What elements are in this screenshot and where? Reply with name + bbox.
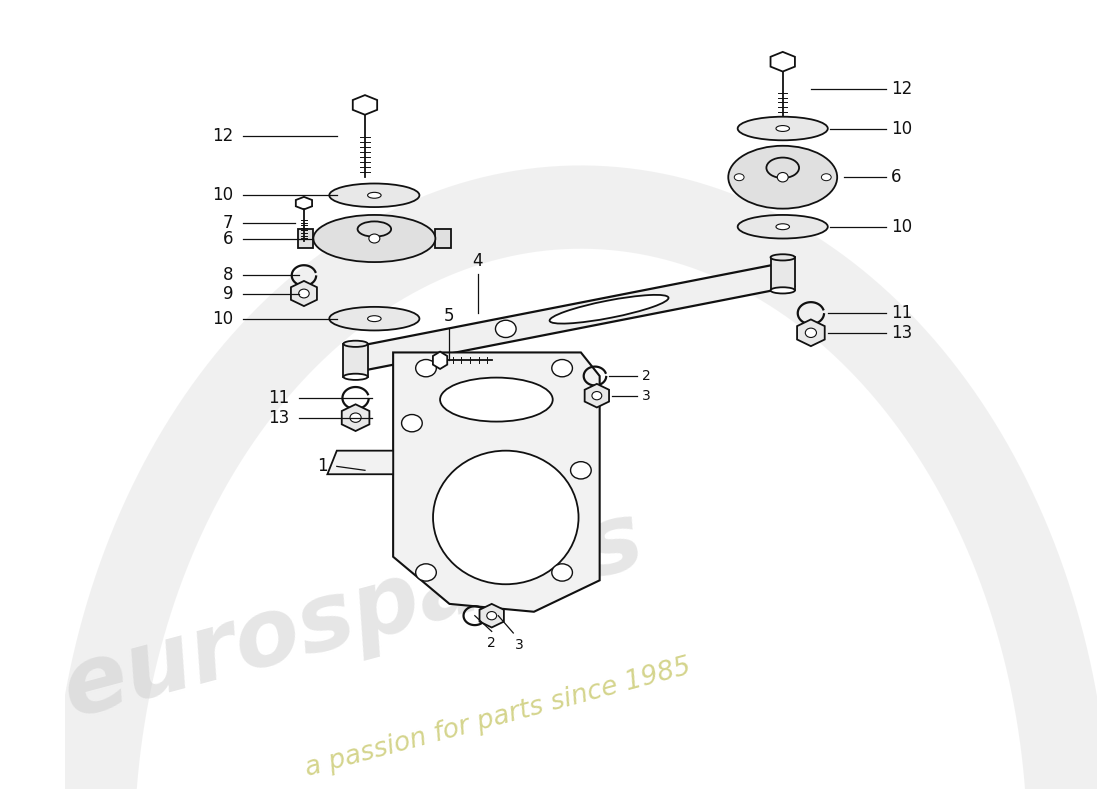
Ellipse shape (416, 359, 437, 377)
Ellipse shape (367, 316, 381, 322)
Text: 3: 3 (642, 389, 651, 402)
Polygon shape (798, 319, 825, 346)
Ellipse shape (329, 183, 419, 207)
Ellipse shape (367, 192, 381, 198)
Text: 7: 7 (223, 214, 233, 232)
Polygon shape (436, 229, 451, 248)
Text: 2: 2 (642, 369, 651, 383)
Text: eurospares: eurospares (53, 494, 654, 738)
Ellipse shape (329, 307, 419, 330)
Text: 8: 8 (223, 266, 233, 285)
Text: 2: 2 (487, 636, 496, 650)
Ellipse shape (314, 215, 436, 262)
Ellipse shape (770, 287, 795, 294)
Polygon shape (343, 344, 367, 377)
Ellipse shape (738, 215, 828, 238)
Ellipse shape (822, 174, 832, 181)
Text: 10: 10 (891, 218, 912, 236)
Text: 12: 12 (891, 80, 912, 98)
Polygon shape (342, 404, 370, 431)
Ellipse shape (358, 222, 392, 237)
Text: 10: 10 (891, 119, 912, 138)
Polygon shape (585, 384, 609, 407)
Ellipse shape (552, 359, 572, 377)
Polygon shape (328, 450, 393, 474)
Text: 5: 5 (444, 307, 454, 325)
Ellipse shape (776, 126, 790, 131)
Text: 1: 1 (317, 458, 328, 475)
Polygon shape (353, 95, 377, 114)
Ellipse shape (487, 611, 496, 620)
Ellipse shape (776, 224, 790, 230)
Text: 13: 13 (268, 409, 290, 426)
Ellipse shape (552, 564, 572, 581)
Polygon shape (770, 258, 795, 290)
Ellipse shape (440, 378, 552, 422)
Polygon shape (770, 52, 795, 71)
Ellipse shape (343, 374, 367, 380)
Ellipse shape (592, 391, 602, 400)
Text: 11: 11 (891, 304, 912, 322)
Ellipse shape (402, 414, 422, 432)
Ellipse shape (767, 158, 799, 178)
Polygon shape (480, 604, 504, 627)
Polygon shape (298, 229, 314, 248)
Ellipse shape (728, 146, 837, 209)
Ellipse shape (433, 450, 579, 584)
Text: 9: 9 (223, 285, 233, 302)
Ellipse shape (368, 234, 379, 243)
Polygon shape (290, 281, 317, 306)
Polygon shape (433, 352, 448, 369)
Text: 4: 4 (472, 252, 483, 270)
Polygon shape (296, 197, 312, 210)
Polygon shape (393, 353, 600, 612)
Ellipse shape (571, 462, 591, 479)
Ellipse shape (550, 295, 669, 323)
Ellipse shape (735, 174, 744, 181)
Text: a passion for parts since 1985: a passion for parts since 1985 (302, 654, 694, 782)
Text: 13: 13 (891, 324, 912, 342)
Ellipse shape (495, 320, 516, 338)
Text: 3: 3 (515, 638, 524, 652)
Ellipse shape (778, 173, 789, 182)
Ellipse shape (350, 413, 361, 422)
Text: 6: 6 (223, 230, 233, 247)
Ellipse shape (770, 254, 795, 261)
Text: 11: 11 (268, 389, 290, 407)
Ellipse shape (343, 341, 367, 347)
Ellipse shape (805, 328, 816, 338)
Ellipse shape (738, 117, 828, 140)
Text: 10: 10 (212, 310, 233, 328)
Text: 10: 10 (212, 186, 233, 204)
Text: 12: 12 (212, 127, 233, 146)
Text: 6: 6 (891, 168, 901, 186)
Polygon shape (349, 262, 794, 373)
Ellipse shape (416, 564, 437, 581)
Ellipse shape (299, 289, 309, 298)
